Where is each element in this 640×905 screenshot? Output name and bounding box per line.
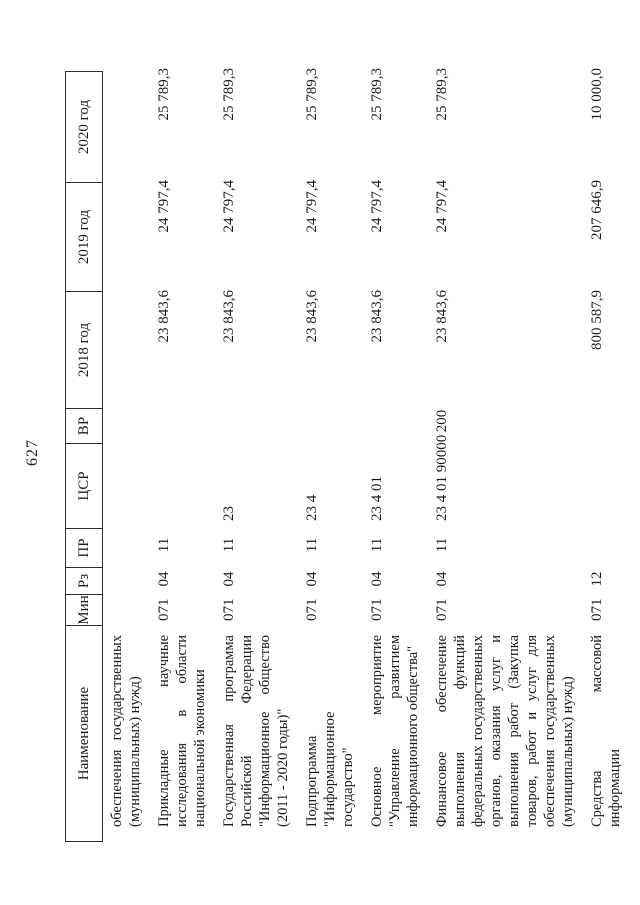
column-header-vr: ВР — [65, 408, 103, 444]
table-row: Подпрограмма "Информационное государство… — [303, 63, 357, 842]
table-row: Государственная программа Российской Фед… — [220, 63, 292, 842]
table-header-row: Наименование Мин Рз ПР ЦСР ВР 2018 год 2… — [65, 63, 103, 842]
cell-min-code: 071 — [304, 598, 320, 622]
cell-name: Прикладные научные исследования в област… — [156, 635, 208, 827]
cell-csr-code: 23 4 01 — [369, 476, 385, 521]
cell-amount-2018: 23 843,6 — [434, 290, 450, 343]
cell-min-code: 071 — [434, 598, 450, 622]
cell-amount-2020: 25 789,3 — [304, 68, 320, 121]
table-row: Средства массовой информации 071 12 800 … — [588, 63, 624, 842]
cell-amount-2019: 24 797,4 — [434, 180, 450, 233]
cell-rz-code: 04 — [369, 571, 385, 587]
cell-amount-2018: 23 843,6 — [221, 290, 237, 343]
cell-amount-2020: 25 789,3 — [156, 68, 172, 121]
cell-amount-2019: 24 797,4 — [369, 180, 385, 233]
table-row: обеспечения государственных (муниципальн… — [108, 63, 144, 842]
cell-rz-code: 04 — [221, 571, 237, 587]
page-number: 627 — [24, 439, 41, 466]
cell-amount-2018: 800 587,9 — [589, 290, 605, 350]
cell-name: Средства массовой информации — [589, 635, 623, 827]
cell-rz-code: 04 — [434, 571, 450, 587]
cell-min-code: 071 — [221, 598, 237, 622]
cell-csr-code: 23 — [221, 506, 237, 521]
cell-amount-2019: 24 797,4 — [304, 180, 320, 233]
column-header-2019: 2019 год — [65, 182, 103, 292]
cell-rz-code: 12 — [589, 571, 605, 587]
cell-name: Государственная программа Российской Фед… — [221, 635, 291, 827]
column-header-name: Наименование — [65, 625, 103, 842]
cell-csr-code: 23 4 01 90000 — [434, 434, 450, 521]
cell-pr-code: 11 — [369, 537, 385, 553]
cell-pr-code: 11 — [221, 537, 237, 553]
cell-amount-2019: 24 797,4 — [221, 180, 237, 233]
cell-name: Основное мероприятие "Управление развити… — [369, 635, 421, 827]
column-header-2018: 2018 год — [65, 291, 103, 409]
cell-amount-2019: 24 797,4 — [156, 180, 172, 233]
column-header-pr: ПР — [65, 528, 103, 568]
cell-amount-2020: 10 000,0 — [589, 68, 605, 121]
cell-csr-code: 23 4 — [304, 494, 320, 521]
cell-name: Финансовое обеспечение выполнения функци… — [434, 635, 576, 827]
cell-min-code: 071 — [369, 598, 385, 622]
cell-amount-2020: 25 789,3 — [221, 68, 237, 121]
column-header-2020: 2020 год — [65, 71, 103, 183]
cell-name: обеспечения государственных (муниципальн… — [109, 635, 143, 827]
column-header-rz: Рз — [65, 567, 103, 595]
cell-pr-code: 11 — [156, 537, 172, 553]
table-row: Прикладные научные исследования в област… — [155, 63, 209, 842]
cell-min-code: 071 — [156, 598, 172, 622]
budget-table: Наименование Мин Рз ПР ЦСР ВР 2018 год 2… — [65, 63, 624, 842]
cell-name: Подпрограмма "Информационное государство… — [304, 711, 356, 828]
cell-amount-2020: 25 789,3 — [369, 68, 385, 121]
cell-pr-code: 11 — [434, 537, 450, 553]
column-header-csr: ЦСР — [65, 443, 103, 529]
cell-amount-2020: 25 789,3 — [434, 68, 450, 121]
table-row: Основное мероприятие "Управление развити… — [368, 63, 422, 842]
cell-amount-2019: 207 646,9 — [589, 180, 605, 240]
cell-amount-2018: 23 843,6 — [156, 290, 172, 343]
cell-rz-code: 04 — [304, 571, 320, 587]
column-header-min: Мин — [65, 594, 103, 626]
cell-rz-code: 04 — [156, 571, 172, 587]
table-body: обеспечения государственных (муниципальн… — [108, 63, 624, 842]
cell-amount-2018: 23 843,6 — [304, 290, 320, 343]
cell-pr-code: 11 — [304, 537, 320, 553]
cell-min-code: 071 — [589, 598, 605, 622]
cell-vr-code: 200 — [434, 409, 450, 433]
table-row: Финансовое обеспечение выполнения функци… — [433, 63, 577, 842]
cell-amount-2018: 23 843,6 — [369, 290, 385, 343]
